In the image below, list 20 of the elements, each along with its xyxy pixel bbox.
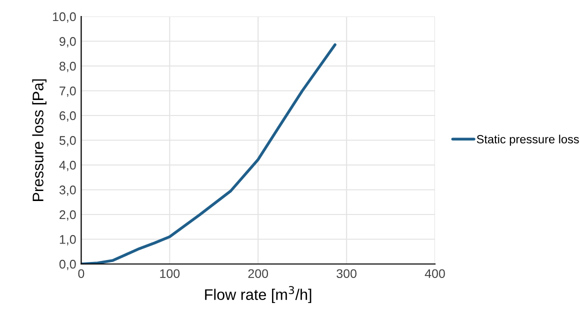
y-tick-label: 8,0 [60,62,76,72]
x-tick-label: 200 [248,269,268,278]
y-tick-label: 3,0 [59,186,76,196]
y-tick-label: 6,0 [60,111,76,122]
y-axis-title: Pressure loss [Pa] [32,79,46,201]
y-tick-label: 5,0 [59,136,76,146]
x-tick-label: 100 [160,269,180,278]
y-tick-label: 2,0 [60,210,76,221]
x-tick-label: 300 [336,269,356,278]
x-axis-title: Flow rate [m$^{3}$/h] [205,286,312,304]
x-tick-label: 400 [424,269,445,278]
x-tick-label: 0 [78,269,84,278]
line-series [81,43,336,264]
y-tick-label: 4,0 [59,160,76,172]
y-tick-label: 7,0 [60,86,76,97]
y-tick-label: 9,0 [60,37,76,48]
y-tick-label: 1,0 [60,235,76,246]
y-tick-label: 10,0 [52,12,76,23]
legend-label: Static pressure loss [476,134,579,146]
y-tick-label: 0,0 [59,260,76,270]
